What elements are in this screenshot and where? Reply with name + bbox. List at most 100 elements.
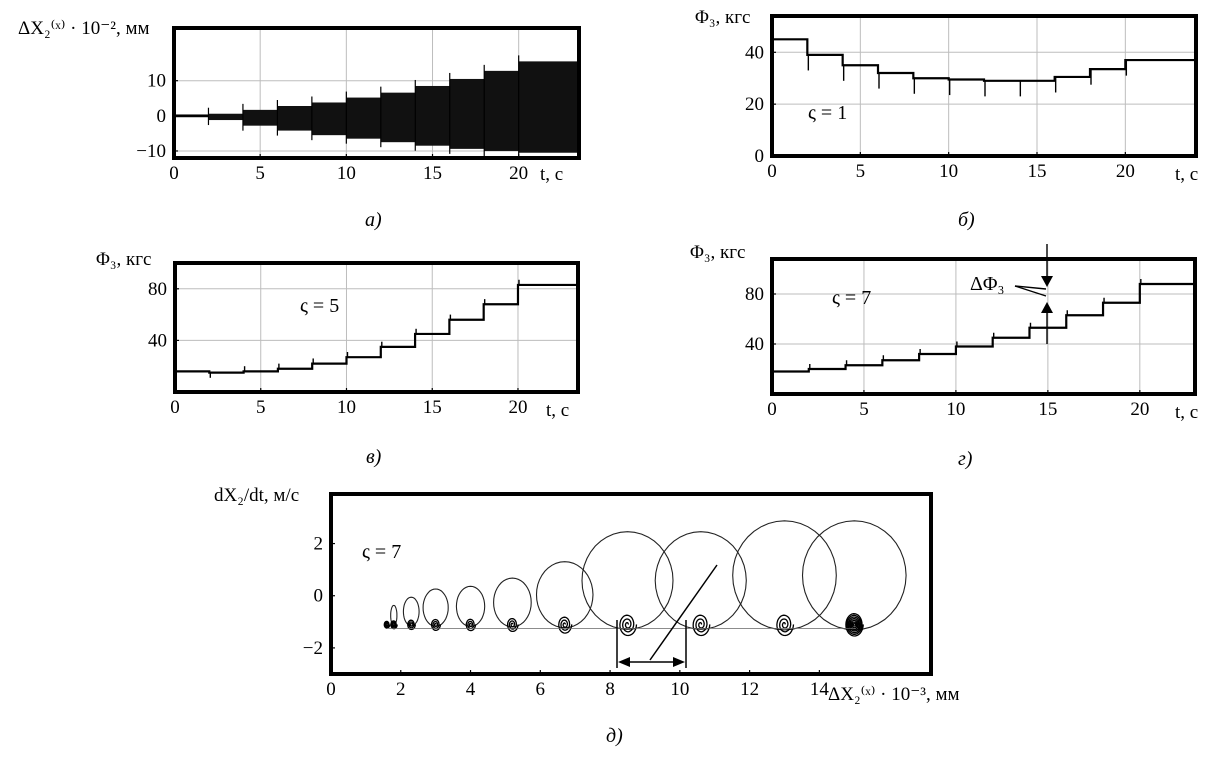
grid-b — [772, 16, 1196, 156]
x-tick-label-d: 20 — [1130, 399, 1149, 420]
x-tick-label-e: 14 — [810, 679, 830, 700]
x-tick-label-e: 8 — [605, 679, 615, 700]
x-tick-label-d: 0 — [767, 399, 777, 420]
phase-spiral — [619, 614, 638, 637]
x-tick-label-e: 0 — [326, 679, 336, 700]
x-tick-label-a: 20 — [509, 163, 528, 184]
phase-spiral — [390, 620, 398, 630]
x-tick-label-c: 0 — [170, 397, 180, 418]
x-axis-label-c: t, с — [546, 400, 569, 421]
x-ticks-a: 0 5 10 15 20 — [169, 154, 528, 184]
x-tick-label-a: 5 — [255, 163, 265, 184]
y-tick-label-b: 40 — [745, 42, 764, 63]
phase-loop — [535, 561, 594, 629]
caption-b: б) — [958, 209, 975, 231]
phase-spiral — [558, 616, 573, 634]
panel-e: −202 0 2 4 6 8 10 12 14 ς = 7 dX₂/dt, м/с ΔX₂⁽ˣ… — [214, 485, 960, 747]
x-tick-label-c: 15 — [423, 397, 442, 418]
y-ticks-d: 40 80 — [745, 284, 776, 355]
x-tick-label-d: 15 — [1038, 399, 1057, 420]
y-tick-label-c: 40 — [148, 330, 167, 351]
phase-loop — [402, 596, 420, 627]
x-ticks-b: 0 5 10 15 20 — [767, 152, 1135, 182]
phase-loop — [654, 531, 747, 630]
plot-area-b — [772, 38, 1196, 97]
delta-arrow-top — [1041, 276, 1053, 287]
x-tick-label-a: 10 — [337, 163, 356, 184]
x-ticks-e: 0 2 4 6 8 10 12 14 — [326, 670, 829, 700]
x-ticks-d: 0 5 10 15 20 — [767, 390, 1149, 420]
phase-loop — [422, 588, 449, 627]
y-tick-label-b: 0 — [755, 146, 765, 167]
y-tick-label-e: 2 — [314, 534, 324, 555]
phase-loop — [493, 577, 532, 628]
phase-spiral — [506, 617, 519, 633]
step-series — [772, 38, 1196, 82]
phase-spiral — [430, 618, 442, 631]
y-axis-label-d: Φ₃, кгс — [690, 242, 745, 263]
panel-d: 40 80 0 5 10 15 20 ς = 7 ΔΦ₃ Φ₃, кгс t, с г) — [690, 242, 1198, 470]
x-tick-label-d: 5 — [859, 399, 869, 420]
x-tick-label-c: 10 — [337, 397, 356, 418]
oscillation-band — [311, 102, 347, 136]
x-tick-label-a: 0 — [169, 163, 179, 184]
y-axis-label-a: ΔX₂⁽ˣ⁾ · 10⁻², мм — [18, 18, 150, 39]
y-axis-label-b: Φ₃, кгс — [695, 7, 750, 28]
x-axis-label-a: t, с — [540, 164, 563, 185]
frame-d — [770, 257, 1197, 396]
phase-spiral — [465, 618, 477, 632]
x-tick-label-e: 12 — [740, 679, 759, 700]
phase-loop — [390, 604, 398, 626]
plot-area-d — [772, 279, 1195, 373]
oscillation-band — [484, 70, 519, 151]
caption-e: д) — [606, 725, 623, 747]
caption-a: а) — [365, 209, 382, 231]
delta-label-d: ΔΦ₃ — [970, 273, 1004, 295]
y-tick-label-a: −10 — [136, 141, 166, 162]
oscillation-band — [380, 92, 416, 143]
panel-c: 40 80 0 5 10 15 20 ς = 5 Φ₃, кгс t, с в) — [96, 249, 580, 468]
y-tick-label-e: 0 — [314, 586, 324, 607]
x-tick-label-e: 10 — [670, 679, 689, 700]
phase-spiral — [845, 613, 864, 637]
phase-spiral — [776, 614, 795, 637]
phase-loop — [732, 520, 837, 631]
step-series — [772, 282, 1195, 373]
x-axis-label-e: ΔX₂⁽ˣ⁾ · 10⁻³, мм — [828, 684, 960, 705]
oscillation-band — [346, 97, 381, 139]
x-tick-label-c: 20 — [508, 397, 527, 418]
phase-spiral — [407, 619, 417, 631]
phase-loop — [801, 520, 907, 631]
y-tick-label-d: 80 — [745, 284, 764, 305]
y-tick-label-e: −2 — [303, 638, 323, 659]
x-tick-label-e: 4 — [466, 679, 476, 700]
y-axis-label-c: Φ₃, кгс — [96, 249, 151, 270]
spacing-arrow-left — [618, 657, 630, 667]
y-tick-label-a: 0 — [157, 106, 167, 127]
x-axis-label-d: t, с — [1175, 402, 1198, 423]
step-series — [175, 283, 578, 374]
oscillation-band — [208, 113, 243, 121]
spacing-marker-e — [616, 564, 718, 668]
spacing-arrow-right — [673, 657, 685, 667]
x-tick-label-d: 10 — [946, 399, 965, 420]
y-ticks-c: 40 80 — [148, 279, 179, 351]
phase-spiral — [383, 620, 391, 629]
oscillation-band — [277, 106, 312, 131]
frame-e — [329, 492, 933, 676]
x-tick-label-c: 5 — [256, 397, 266, 418]
x-axis-label-b: t, с — [1175, 164, 1198, 185]
x-tick-label-b: 0 — [767, 161, 777, 182]
panel-b: 0 20 40 0 5 10 15 20 ς = 1 Φ₃, кгс t, с б) — [695, 7, 1198, 231]
frame-a — [172, 26, 581, 160]
x-tick-label-e: 2 — [396, 679, 406, 700]
grid-c — [175, 263, 578, 392]
y-ticks-b: 0 20 40 — [745, 42, 776, 167]
oscillation-band — [449, 78, 485, 149]
y-ticks-a: −10 0 10 — [136, 71, 178, 162]
x-tick-label-b: 15 — [1028, 161, 1047, 182]
oscillation-band — [518, 61, 579, 153]
caption-d: г) — [958, 448, 973, 470]
